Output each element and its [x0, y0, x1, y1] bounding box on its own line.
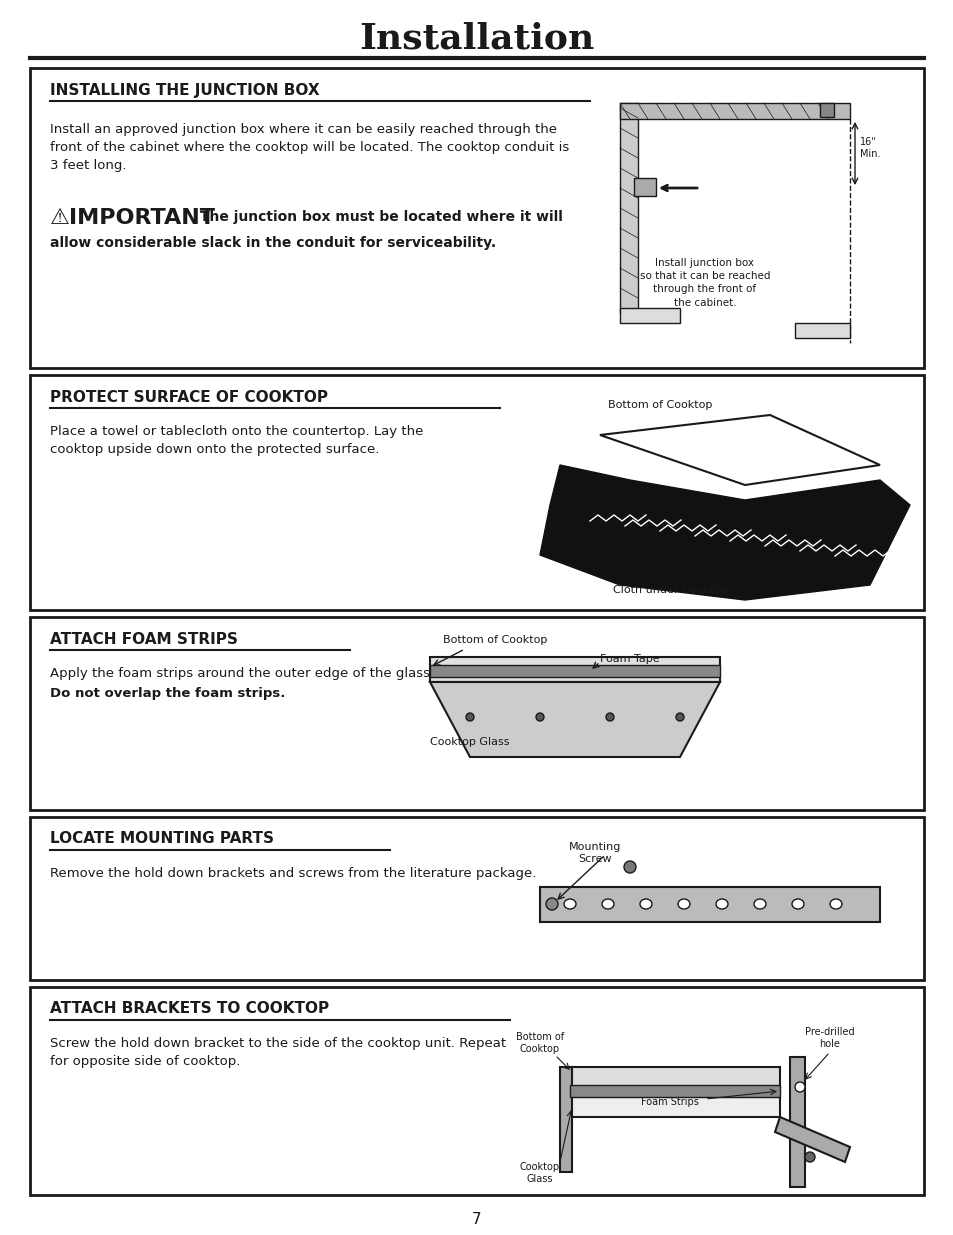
- Polygon shape: [430, 664, 720, 677]
- Text: Foam Strips: Foam Strips: [640, 1097, 699, 1107]
- Polygon shape: [430, 682, 720, 757]
- Bar: [619, 103, 638, 312]
- Circle shape: [536, 713, 543, 721]
- Bar: [559, 1067, 572, 1172]
- Text: Cloth under Cooktop: Cloth under Cooktop: [612, 585, 727, 595]
- Circle shape: [794, 1082, 804, 1092]
- Text: Cooktop Glass: Cooktop Glass: [430, 737, 509, 747]
- Text: Do not overlap the foam strips.: Do not overlap the foam strips.: [50, 687, 285, 700]
- Bar: [539, 887, 879, 923]
- Text: Apply the foam strips around the outer edge of the glass.: Apply the foam strips around the outer e…: [50, 667, 434, 680]
- Text: Remove the hold down brackets and screws from the literature package.: Remove the hold down brackets and screws…: [50, 867, 536, 881]
- Bar: [619, 103, 849, 119]
- Bar: [619, 308, 679, 324]
- Polygon shape: [569, 1067, 780, 1087]
- Ellipse shape: [716, 899, 727, 909]
- Polygon shape: [599, 415, 879, 485]
- Bar: [30, 818, 923, 981]
- Polygon shape: [789, 1057, 804, 1187]
- Text: LOCATE MOUNTING PARTS: LOCATE MOUNTING PARTS: [50, 831, 274, 846]
- Text: Screw the hold down bracket to the side of the cooktop unit. Repeat
for opposite: Screw the hold down bracket to the side …: [50, 1037, 506, 1068]
- Circle shape: [465, 713, 474, 721]
- Text: Install junction box
so that it can be reached
through the front of
the cabinet.: Install junction box so that it can be r…: [639, 258, 769, 308]
- Text: INSTALLING THE JUNCTION BOX: INSTALLING THE JUNCTION BOX: [50, 83, 319, 98]
- Circle shape: [545, 898, 558, 910]
- Polygon shape: [774, 1116, 849, 1162]
- Ellipse shape: [791, 899, 803, 909]
- Text: Foam Tape: Foam Tape: [599, 655, 659, 664]
- Text: Cooktop
Glass: Cooktop Glass: [519, 1162, 559, 1184]
- Text: Install an approved junction box where it can be easily reached through the
fron: Install an approved junction box where i…: [50, 124, 569, 172]
- Ellipse shape: [753, 899, 765, 909]
- Bar: [30, 375, 923, 610]
- Bar: [30, 68, 923, 368]
- Polygon shape: [539, 466, 909, 600]
- Ellipse shape: [678, 899, 689, 909]
- Bar: [820, 103, 833, 117]
- Text: PROTECT SURFACE OF COOKTOP: PROTECT SURFACE OF COOKTOP: [50, 389, 328, 405]
- Bar: [794, 324, 849, 338]
- Ellipse shape: [639, 899, 651, 909]
- Text: Bottom of Cooktop: Bottom of Cooktop: [607, 400, 712, 410]
- Polygon shape: [430, 657, 720, 682]
- Circle shape: [605, 713, 614, 721]
- Text: ⚠IMPORTANT: ⚠IMPORTANT: [50, 207, 215, 228]
- Text: Installation: Installation: [359, 21, 594, 56]
- Text: Place a towel or tablecloth onto the countertop. Lay the
cooktop upside down ont: Place a towel or tablecloth onto the cou…: [50, 425, 423, 456]
- Text: 7: 7: [472, 1213, 481, 1228]
- Ellipse shape: [829, 899, 841, 909]
- Bar: [634, 178, 656, 196]
- Polygon shape: [569, 1097, 780, 1116]
- Ellipse shape: [563, 899, 576, 909]
- Text: ATTACH FOAM STRIPS: ATTACH FOAM STRIPS: [50, 631, 237, 646]
- Circle shape: [623, 861, 636, 873]
- Text: 16"
Min.: 16" Min.: [859, 137, 880, 159]
- Polygon shape: [569, 1086, 780, 1097]
- Bar: [30, 618, 923, 810]
- Text: ATTACH BRACKETS TO COOKTOP: ATTACH BRACKETS TO COOKTOP: [50, 1002, 329, 1016]
- Circle shape: [804, 1152, 814, 1162]
- Text: allow considerable slack in the conduit for serviceability.: allow considerable slack in the conduit …: [50, 236, 496, 249]
- Circle shape: [676, 713, 683, 721]
- Text: The junction box must be located where it will: The junction box must be located where i…: [194, 210, 562, 224]
- Text: Mounting
Screw: Mounting Screw: [568, 842, 620, 864]
- Ellipse shape: [601, 899, 614, 909]
- Text: Bottom of Cooktop: Bottom of Cooktop: [442, 635, 547, 645]
- Text: Pre-drilled
hole: Pre-drilled hole: [804, 1028, 854, 1050]
- Bar: [30, 987, 923, 1195]
- Text: Bottom of
Cooktop: Bottom of Cooktop: [516, 1032, 563, 1055]
